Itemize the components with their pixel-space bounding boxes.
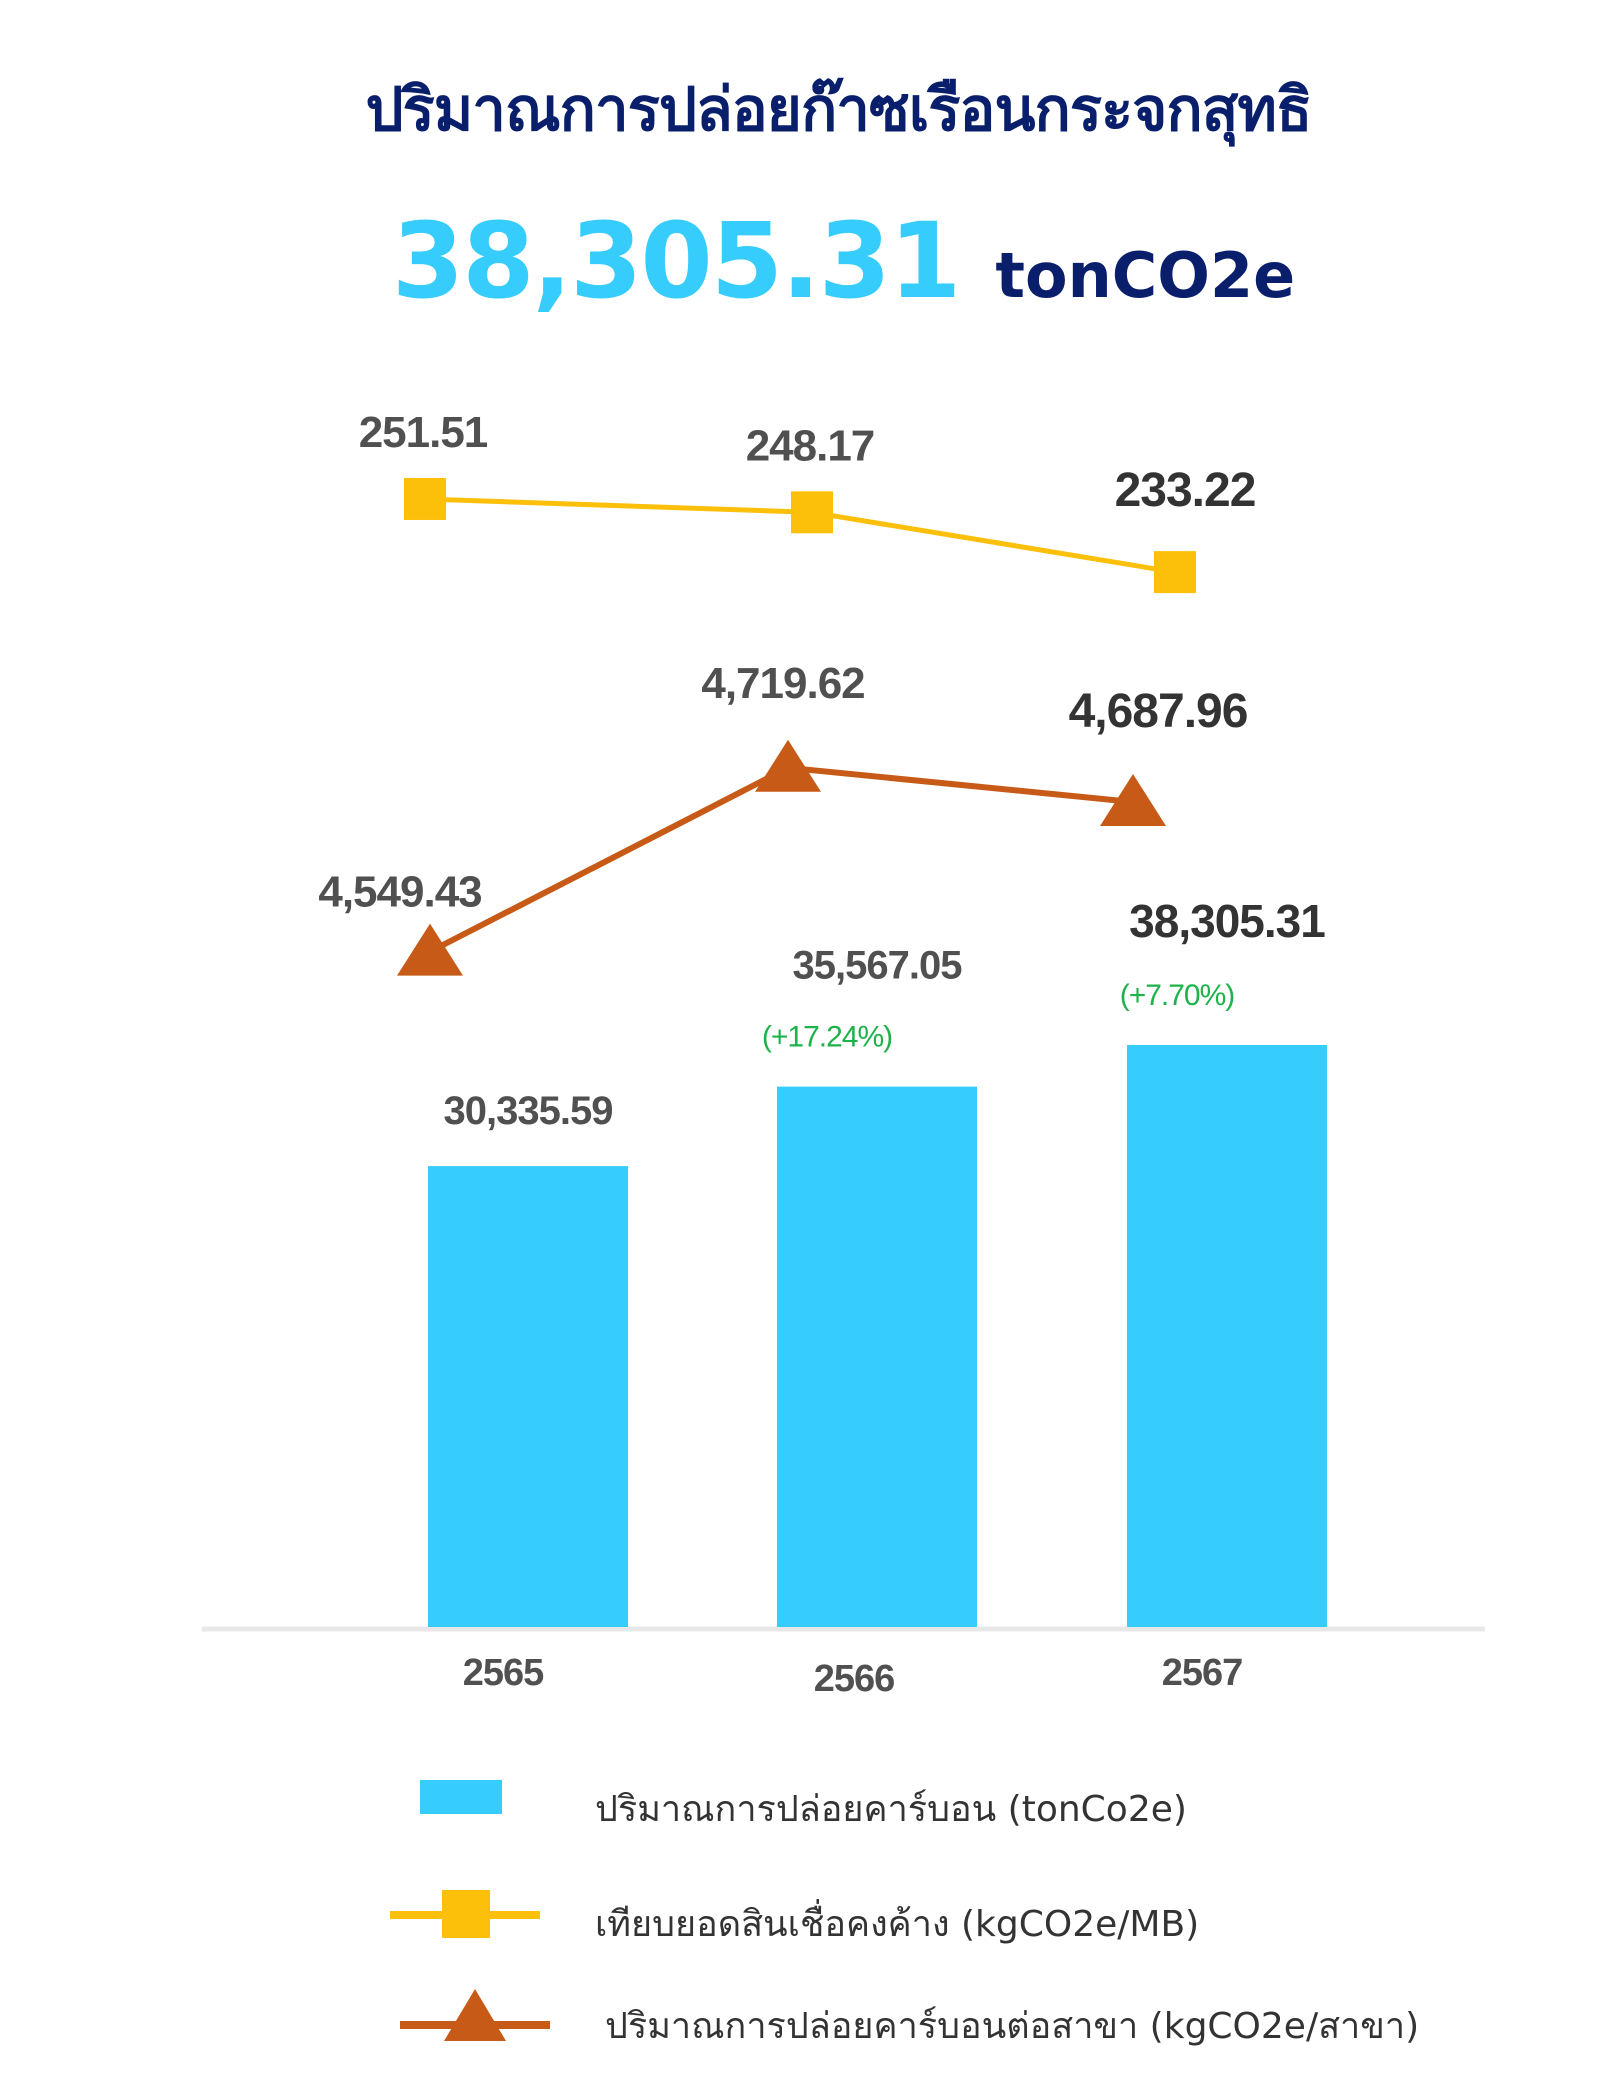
triangle-line-marker-icon bbox=[400, 1989, 550, 2041]
branch-marker-2567 bbox=[1100, 774, 1166, 827]
legend-item-mb: เทียบยอดสินเชื่อคงค้าง (kgCO2e/MB) bbox=[390, 1885, 1490, 1945]
branch-value-label-2565: 4,549.43 bbox=[318, 868, 481, 917]
bar-2567 bbox=[1127, 1045, 1327, 1627]
bar-value-label-2567: 38,305.31 bbox=[1129, 895, 1325, 947]
bar-swatch-icon bbox=[420, 1780, 502, 1814]
chart-title: ปริมาณการปล่อยก๊าซเรือนกระจกสุทธิ bbox=[365, 75, 1312, 145]
mb-marker-2566 bbox=[791, 491, 833, 534]
bar-2566 bbox=[777, 1086, 977, 1627]
branch-marker-2566 bbox=[755, 739, 821, 792]
bar-growth-label-2566: (+17.24%) bbox=[762, 1021, 892, 1054]
branch-value-label-2566: 4,719.62 bbox=[701, 659, 864, 708]
mb-marker-2567 bbox=[1154, 551, 1196, 594]
x-tick-label-2566: 2566 bbox=[814, 1658, 895, 1700]
mb-value-label-2566: 248.17 bbox=[746, 421, 875, 470]
square-line-marker-icon bbox=[390, 1890, 540, 1938]
bar-growth-label-2567: (+7.70%) bbox=[1120, 979, 1235, 1012]
legend-label-mb: เทียบยอดสินเชื่อคงค้าง (kgCO2e/MB) bbox=[595, 1904, 1200, 1945]
total-value: 38,305.31 bbox=[391, 200, 962, 322]
total-unit: tonCO2e bbox=[995, 239, 1296, 312]
legend-label-bar: ปริมาณการปล่อยคาร์บอน (tonCo2e) bbox=[595, 1789, 1187, 1830]
mb-value-label-2567: 233.22 bbox=[1115, 464, 1256, 517]
combo-chart: 30,335.59 2565 35,567.05 (+17.24%) 2566 38,30… bbox=[202, 408, 1485, 1700]
legend-item-bar: ปริมาณการปล่อยคาร์บอน (tonCo2e) bbox=[420, 1770, 1530, 1830]
bar-value-label-2565: 30,335.59 bbox=[444, 1089, 613, 1133]
bar-2565 bbox=[428, 1166, 628, 1627]
x-tick-label-2565: 2565 bbox=[463, 1652, 544, 1694]
branch-value-label-2567: 4,687.96 bbox=[1069, 685, 1248, 738]
line-branch bbox=[428, 764, 1134, 955]
total-emission: 38,305.31 tonCO2e bbox=[0, 200, 1617, 322]
mb-value-label-2565: 251.51 bbox=[359, 408, 488, 457]
x-tick-label-2567: 2567 bbox=[1162, 1652, 1243, 1694]
legend-label-branch: ปริมาณการปล่อยคาร์บอนต่อสาขา (kgCO2e/สาข… bbox=[605, 2006, 1420, 2047]
branch-marker-2565 bbox=[397, 923, 463, 976]
legend-item-branch: ปริมาณการปล่อยคาร์บอนต่อสาขา (kgCO2e/สาข… bbox=[400, 1985, 1500, 2047]
bar-value-label-2566: 35,567.05 bbox=[793, 944, 963, 988]
mb-marker-2565 bbox=[404, 477, 446, 520]
